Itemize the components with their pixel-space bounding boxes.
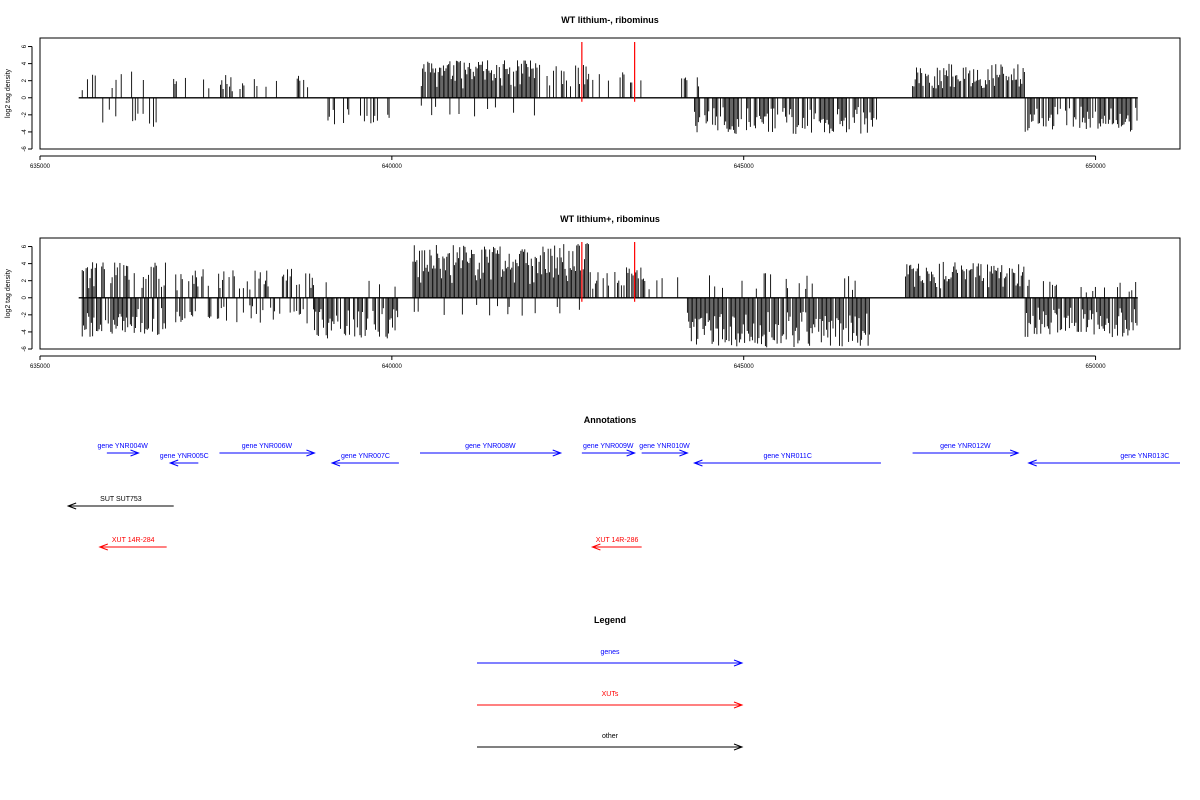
annotation-arrow-head (590, 543, 601, 551)
y-tick-label: -6 (22, 346, 28, 352)
y-tick-label: -2 (22, 312, 28, 318)
annotation-features: gene YNR004W gene YNR006W gene YNR005C gene… (66, 443, 1180, 551)
x-tick-label: 635000 (30, 364, 51, 370)
y-tick-label: -2 (22, 112, 28, 118)
legend-label: XUTs (602, 691, 619, 698)
y-tick-label: 2 (22, 278, 28, 282)
annotation-arrow-head (1027, 459, 1037, 467)
y-tick-label: -4 (22, 129, 28, 135)
panel2-title: WT lithium+, ribominus (560, 214, 660, 224)
annotation-label: XUT 14R-284 (112, 537, 155, 544)
annotation-arrow-head (168, 459, 179, 467)
legend-label: other (602, 733, 619, 740)
y-tick-label: -4 (22, 329, 28, 335)
legend-title: Legend (594, 615, 626, 625)
track-panel-lithium-plus: WT lithium+, ribominus log2 tag density … (5, 214, 1181, 370)
annotation-label: SUT SUT753 (100, 496, 142, 503)
panel2-axes: 6 4 2 0 -2 -4 -6 635000 640000 645000 650000 (22, 244, 1106, 370)
annotation-arrow-head (552, 449, 563, 457)
panel2-bars (78, 242, 1138, 348)
panel1-bars (78, 42, 1138, 134)
panel1-title: WT lithium-, ribominus (561, 15, 659, 25)
annotation-arrow-head (1009, 449, 1020, 457)
panel2-y-axis-label: log2 tag density (5, 268, 12, 318)
annotation-label: gene YNR006W (242, 443, 293, 450)
annotation-arrow-head (306, 449, 316, 457)
annotation-label: XUT 14R-286 (596, 537, 639, 544)
y-tick-label: 0 (22, 295, 28, 299)
annotation-label: gene YNR009W (583, 443, 634, 450)
x-tick-label: 635000 (30, 164, 51, 170)
annotation-arrow-head (66, 502, 77, 510)
annotation-label: gene YNR008W (465, 443, 516, 450)
x-tick-label: 650000 (1086, 364, 1107, 370)
annotation-label: gene YNR011C (763, 453, 811, 460)
y-tick-label: 2 (22, 78, 28, 82)
legend-arrow-head (733, 659, 744, 667)
y-tick-label: 4 (22, 261, 28, 265)
annotations-title: Annotations (584, 415, 637, 425)
annotation-arrow-head (679, 449, 689, 457)
legend-arrow-head (733, 701, 744, 709)
y-tick-label: 0 (22, 95, 28, 99)
panel2-plot-frame (39, 237, 1181, 350)
annotation-arrow-head (130, 449, 140, 457)
annotation-label: gene YNR005C (160, 453, 209, 460)
annotation-label: gene YNR012W (940, 443, 991, 450)
annotation-label: gene YNR004W (97, 443, 148, 450)
track-panel-lithium-minus: WT lithium-, ribominus log2 tag density … (5, 15, 1181, 170)
x-tick-label: 640000 (382, 164, 403, 170)
annotation-label: gene YNR013C (1120, 453, 1169, 460)
panel1-axes: 6 4 2 0 -2 -4 -6 635000 640000 645000 650000 (22, 44, 1106, 170)
annotations-track: Annotations gene YNR004W gene YNR006Wgene… (66, 415, 1180, 551)
y-tick-label: 4 (22, 61, 28, 65)
legend-label: genes (600, 649, 620, 656)
y-tick-label: 6 (22, 244, 28, 248)
y-tick-label: 6 (22, 44, 28, 48)
legend-entries: genes XUTs other (477, 649, 744, 751)
annotation-arrow-head (626, 449, 637, 457)
annotation-arrow-head (693, 459, 703, 467)
y-tick-label: -6 (22, 146, 28, 152)
x-tick-label: 640000 (382, 364, 403, 370)
annotation-arrow-head (330, 459, 341, 467)
annotation-label: gene YNR010W (639, 443, 690, 450)
x-tick-label: 650000 (1086, 164, 1107, 170)
annotation-arrow-head (98, 543, 108, 551)
annotation-label: gene YNR007C (341, 453, 390, 460)
x-tick-label: 645000 (734, 164, 755, 170)
panel1-plot-frame (39, 37, 1181, 150)
x-tick-label: 645000 (734, 364, 755, 370)
legend: Legend genes XUTs other (477, 615, 744, 751)
legend-arrow-head (733, 743, 744, 751)
panel1-y-axis-label: log2 tag density (5, 68, 12, 118)
